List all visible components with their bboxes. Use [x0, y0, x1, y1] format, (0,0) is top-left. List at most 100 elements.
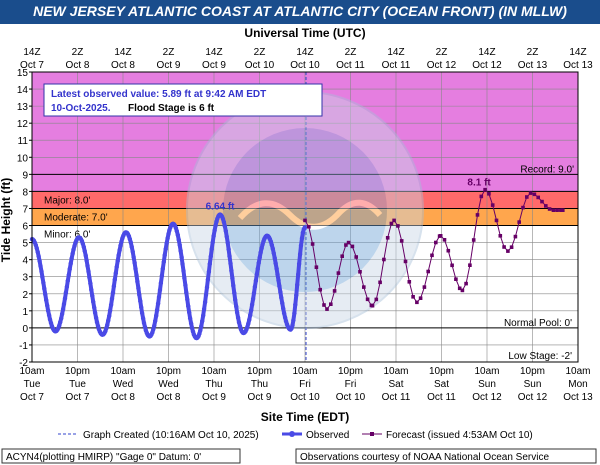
- forecast-point: [460, 288, 465, 293]
- forecast-point: [362, 285, 366, 289]
- observed-point: [227, 253, 232, 259]
- observed-point: [94, 320, 100, 325]
- observed-point: [43, 292, 48, 297]
- observed-point: [187, 310, 192, 315]
- observed-point: [60, 307, 66, 312]
- bottom-tick-date: Oct 9: [248, 392, 272, 403]
- observed-point: [187, 316, 193, 321]
- forecast-point: [392, 218, 396, 223]
- observed-point: [138, 299, 143, 304]
- forecast-point: [418, 296, 423, 300]
- y-tick-label: 8: [22, 187, 28, 198]
- observed-point: [185, 297, 190, 302]
- observed-point: [156, 294, 162, 300]
- forecast-point: [358, 270, 362, 274]
- top-tick-label: 14Z: [23, 47, 40, 58]
- bottom-tick-time: 10am: [474, 366, 499, 377]
- legend: Graph Created (10:16AM Oct 10, 2025) Obs…: [58, 430, 533, 441]
- observed-point: [64, 284, 70, 289]
- observed-point: [279, 295, 284, 300]
- observed-point: [298, 243, 304, 248]
- observed-point: [233, 297, 238, 303]
- y-tick-label: 9: [22, 170, 28, 181]
- observed-point: [302, 225, 308, 230]
- observed-point: [251, 290, 257, 296]
- low-stage-label: Low Stage: -2': [508, 351, 572, 362]
- observed-point: [282, 315, 288, 320]
- forecast-point: [346, 240, 351, 245]
- observed-point: [128, 240, 133, 245]
- forecast-point: [555, 208, 559, 212]
- observed-point: [164, 241, 169, 246]
- observed-point: [58, 320, 63, 325]
- bottom-tick-time: 10am: [19, 366, 44, 377]
- observed-point: [142, 324, 148, 330]
- observed-point: [297, 252, 303, 257]
- top-tick-date: Oct 8: [66, 60, 90, 71]
- bottom-tick-time: 10pm: [520, 366, 545, 377]
- observed-peak-label: 6.64 ft: [206, 202, 236, 213]
- observed-point: [182, 275, 187, 281]
- observed-point: [108, 302, 114, 308]
- observed-point: [250, 296, 256, 302]
- y-tick-label: 10: [17, 153, 29, 164]
- observed-point: [232, 290, 237, 296]
- forecast-point: [365, 297, 370, 302]
- forecast-point: [450, 263, 454, 268]
- chart-title: NEW JERSEY ATLANTIC COAST AT ATLANTIC CI…: [33, 3, 567, 19]
- bottom-tick-day: Fri: [345, 379, 357, 390]
- forecast-point: [490, 203, 495, 207]
- top-tick-label: 14Z: [387, 47, 404, 58]
- observed-point: [205, 277, 211, 282]
- y-tick-label: 15: [17, 68, 29, 79]
- observed-point: [224, 234, 229, 239]
- observed-point: [35, 249, 40, 255]
- observed-point: [87, 275, 92, 280]
- y-tick-label: 7: [22, 204, 28, 215]
- observed-point: [236, 320, 242, 325]
- bottom-tick-time: 10pm: [429, 366, 454, 377]
- observed-point: [112, 277, 118, 282]
- observed-point: [228, 261, 233, 266]
- forecast-point: [454, 277, 458, 281]
- top-tick-label: 2Z: [254, 47, 266, 58]
- forecast-point: [407, 280, 412, 284]
- observed-point: [295, 282, 300, 287]
- observed-point: [222, 223, 227, 229]
- observed-point: [292, 310, 297, 316]
- forecast-point: [544, 204, 548, 208]
- forecast-point: [325, 307, 329, 311]
- top-tick-label: 2Z: [72, 47, 84, 58]
- top-tick-date: Oct 12: [427, 60, 457, 71]
- observed-point: [37, 258, 42, 264]
- forecast-point: [303, 218, 307, 223]
- observed-point: [213, 223, 218, 228]
- top-tick-label: 2Z: [163, 47, 175, 58]
- observed-point: [82, 248, 87, 254]
- observed-point: [159, 273, 165, 278]
- y-tick-label: 11: [18, 136, 29, 147]
- observed-point: [252, 284, 258, 289]
- footer-right-box: [295, 448, 597, 464]
- forecast-point: [382, 257, 386, 262]
- top-tick-label: 2Z: [436, 47, 448, 58]
- bottom-tick-day: Wed: [113, 379, 133, 390]
- observed-point: [275, 272, 280, 277]
- observed-point: [258, 250, 263, 255]
- observed-point: [132, 260, 137, 265]
- observed-point: [36, 253, 41, 259]
- observed-point: [85, 263, 90, 268]
- forecast-point: [517, 220, 521, 224]
- observed-point: [38, 263, 43, 269]
- y-tick-label: 5: [22, 239, 28, 250]
- y-tick-label: 1: [22, 307, 28, 318]
- forecast-point: [521, 205, 525, 210]
- observed-point: [199, 323, 204, 329]
- observed-point: [293, 302, 298, 307]
- top-tick-label: 14Z: [114, 47, 131, 58]
- bottom-tick-time: 10am: [565, 366, 590, 377]
- observed-point: [165, 236, 170, 241]
- forecast-point: [370, 303, 375, 308]
- top-tick-date: Oct 11: [382, 60, 411, 71]
- forecast-point: [479, 194, 484, 199]
